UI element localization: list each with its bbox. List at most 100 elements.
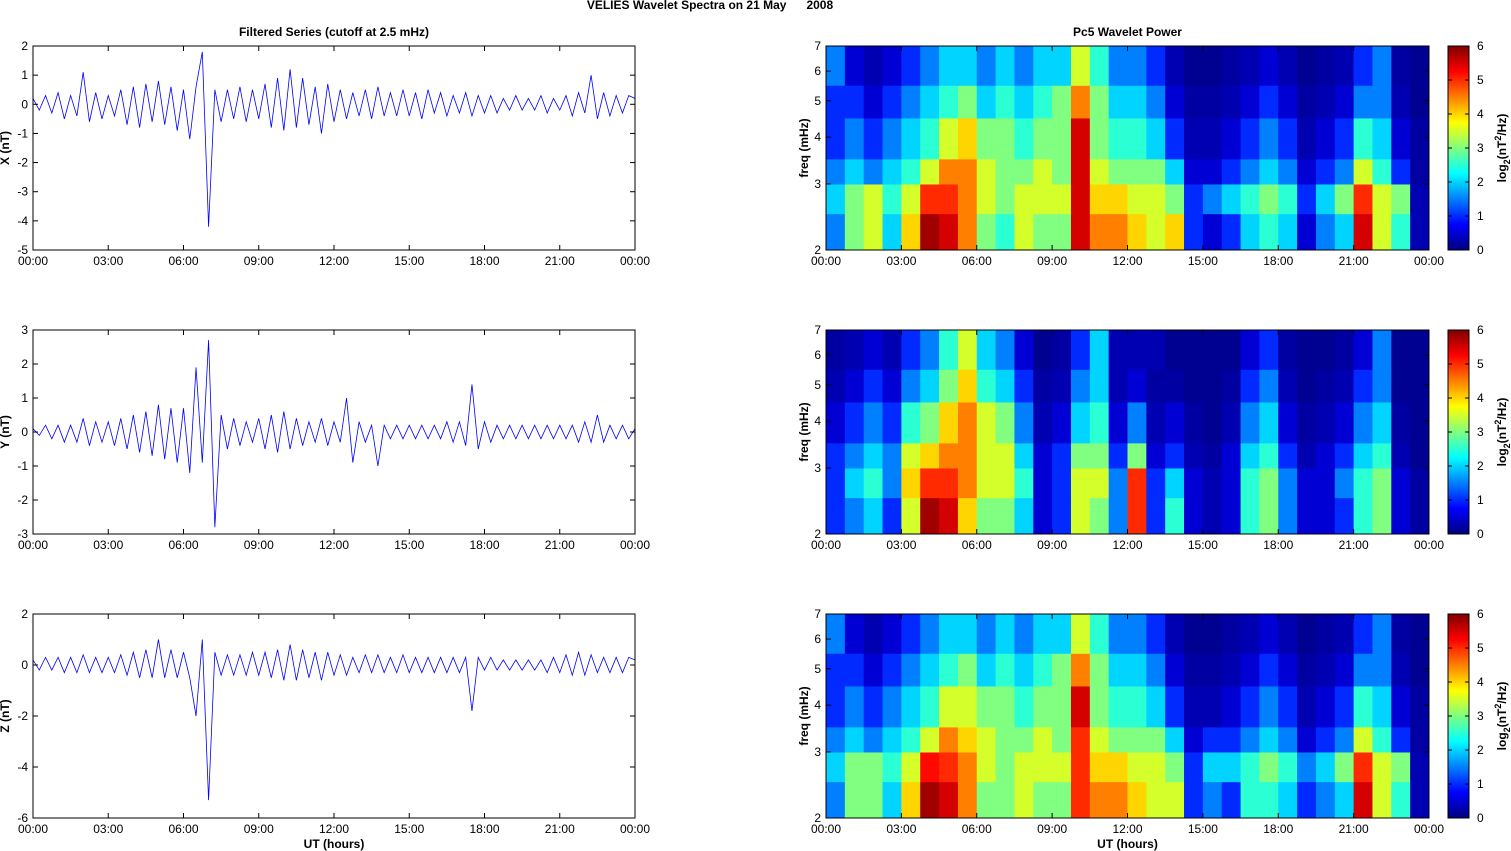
heat-cell <box>1184 213 1204 251</box>
heat-cell <box>1014 158 1034 185</box>
heat-cell <box>939 330 959 370</box>
heat-cell <box>863 46 884 86</box>
heat-cell <box>901 46 921 86</box>
colorbar-tick-label: 2 <box>1477 175 1484 189</box>
heat-cell <box>957 369 978 403</box>
heat-cell <box>1297 401 1317 444</box>
colorbar-label-part: (nT <box>1495 140 1509 159</box>
y-tick-label: -2 <box>17 709 28 723</box>
heat-cell <box>1146 85 1166 119</box>
heat-cell <box>826 467 846 499</box>
y-tick-label: 3 <box>21 323 28 337</box>
heat-cell <box>1165 442 1185 469</box>
colorbar-tick-label: 0 <box>1477 811 1484 825</box>
heat-cell <box>863 330 884 370</box>
heat-cell <box>1052 726 1072 753</box>
colorbar-tick-label: 1 <box>1477 777 1484 791</box>
heat-cell <box>1297 85 1317 119</box>
axes-title: Filtered Series (cutoff at 2.5 mHz) <box>239 25 429 39</box>
heat-cell <box>1315 781 1336 819</box>
y-axis-label: X (nT) <box>0 131 12 165</box>
heat-cell <box>1278 158 1298 185</box>
heat-cell <box>1391 685 1411 728</box>
heat-cell <box>1240 330 1260 370</box>
heat-cell <box>1070 614 1091 654</box>
heat-cell <box>844 685 865 728</box>
heat-cell <box>844 401 865 444</box>
heat-cell <box>1089 369 1110 403</box>
heat-cell <box>1353 614 1373 654</box>
colorbar-tick-label: 5 <box>1477 73 1484 87</box>
x-tick-label: 09:00 <box>244 822 274 836</box>
figure-title: VELIES Wavelet Spectra on 21 May 2008 <box>587 0 834 12</box>
heat-cell <box>976 781 997 819</box>
heat-cell <box>1410 85 1430 119</box>
heat-cell <box>1202 330 1223 370</box>
heat-cell <box>1184 183 1204 215</box>
heat-cell <box>1089 158 1110 185</box>
heat-cell <box>1315 442 1336 469</box>
heat-cell <box>976 467 997 499</box>
x-tick-label: 00:00 <box>18 254 48 268</box>
heat-cell <box>1033 653 1053 687</box>
heat-cell <box>1089 751 1110 783</box>
heat-cell <box>1278 85 1298 119</box>
heat-cell <box>976 46 997 86</box>
heat-cell <box>1089 781 1110 819</box>
heat-cell <box>939 467 959 499</box>
heat-cell <box>939 781 959 819</box>
heat-cell <box>1202 781 1223 819</box>
heat-cell <box>995 46 1015 86</box>
heat-cell <box>1202 685 1223 728</box>
heat-cell <box>1410 183 1430 215</box>
heat-cell <box>863 653 884 687</box>
heat-cell <box>882 653 902 687</box>
x-tick-label: 15:00 <box>1188 822 1218 836</box>
y-tick-label: 2 <box>814 527 821 541</box>
heat-cell <box>1334 330 1355 370</box>
heat-cell <box>976 85 997 119</box>
x-tick-label: 03:00 <box>93 822 123 836</box>
heat-cell <box>939 46 959 86</box>
heat-cell <box>1315 685 1336 728</box>
x-tick-label: 03:00 <box>93 254 123 268</box>
heat-cell <box>939 369 959 403</box>
y-tick-label: 7 <box>814 39 821 53</box>
y-tick-label: 6 <box>814 632 821 646</box>
heat-cell <box>1372 653 1392 687</box>
heat-cell <box>1259 467 1279 499</box>
heat-cell <box>1297 213 1317 251</box>
heat-cell <box>844 369 865 403</box>
heat-cell <box>1221 497 1242 535</box>
x-tick-label: 15:00 <box>394 254 424 268</box>
heat-cell <box>1391 653 1411 687</box>
heat-cell <box>1315 183 1336 215</box>
heat-cell <box>939 183 959 215</box>
heat-cell <box>1353 497 1373 535</box>
heat-cell <box>939 442 959 469</box>
heat-cell <box>1165 401 1185 444</box>
colorbar-label-part: /Hz) <box>1495 682 1509 704</box>
heat-cell <box>1184 401 1204 444</box>
heat-cell <box>882 726 902 753</box>
x-tick-label: 18:00 <box>469 822 499 836</box>
heat-cell <box>957 117 978 160</box>
y-tick-label: 4 <box>814 130 821 144</box>
heat-cell <box>1372 369 1392 403</box>
x-tick-label: 06:00 <box>962 538 992 552</box>
heat-cell <box>1184 781 1204 819</box>
heat-cell <box>1146 401 1166 444</box>
y-tick-label: -2 <box>17 493 28 507</box>
heat-cell <box>1221 401 1242 444</box>
heat-cell <box>1108 781 1128 819</box>
heat-cell <box>920 781 940 819</box>
heat-cell <box>901 330 921 370</box>
heat-cell <box>1334 497 1355 535</box>
heat-cell <box>1240 158 1260 185</box>
heat-cell <box>1315 726 1336 753</box>
heat-cell <box>1014 781 1034 819</box>
colorbar-tick-label: 6 <box>1477 323 1484 337</box>
heat-cell <box>1165 330 1185 370</box>
heat-cell <box>1108 158 1128 185</box>
heat-cell <box>826 183 846 215</box>
